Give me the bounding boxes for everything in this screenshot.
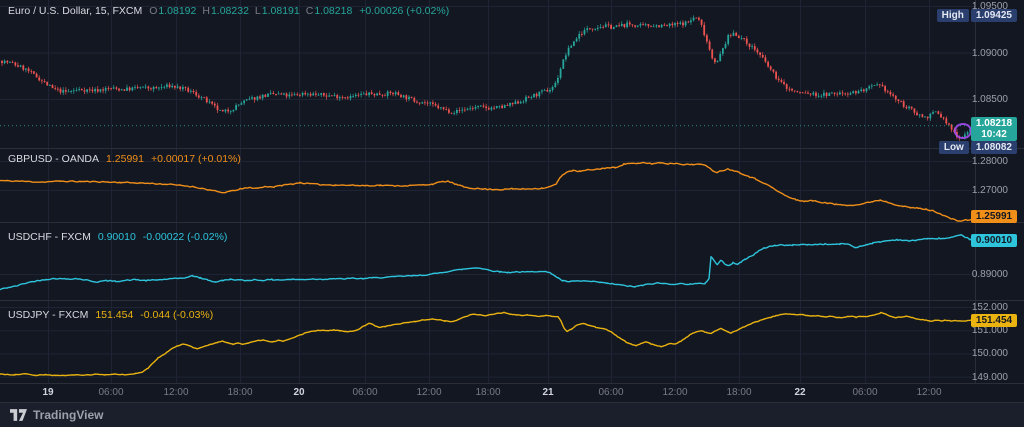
- time-axis-label: 12:00: [416, 387, 442, 398]
- chart-canvas[interactable]: [0, 0, 1024, 403]
- time-axis-label: 06:00: [852, 387, 878, 398]
- change-value: +0.00017 (+0.01%): [150, 153, 241, 165]
- price-axis-label: 1.28000: [971, 156, 1008, 167]
- time-axis-label: 06:00: [352, 387, 378, 398]
- price-axis-label: 1.08500: [971, 94, 1008, 105]
- price-axis-label: 1.09500: [971, 1, 1008, 12]
- time-axis-label: 06:00: [598, 387, 624, 398]
- time-axis-label: 20: [293, 387, 305, 398]
- time-axis-label: 12:00: [662, 387, 688, 398]
- time-axis[interactable]: 19 06:00 12:00 18:00 20 06:00 12:00 18:00 21 06:0…: [0, 383, 1024, 402]
- price-axis-label: 0.89000: [971, 269, 1008, 280]
- price-axis-label: 150.000: [971, 348, 1008, 360]
- time-axis-label: 18:00: [475, 387, 501, 398]
- time-axis-label: 18:00: [726, 387, 752, 398]
- price-axis-label: 151.000: [971, 325, 1008, 337]
- symbol-title[interactable]: USDJPY - FXCM: [8, 309, 89, 321]
- legend-usdchf: USDCHF - FXCM 0.90010 -0.00022 (-0.02%): [8, 231, 227, 243]
- close-value: 1.08218: [314, 5, 353, 17]
- price-axis[interactable]: 1.09500 1.09000 1.08500 1.28000 1.27000 0.890…: [971, 0, 1024, 383]
- price-axis-label: 1.27000: [971, 185, 1008, 196]
- legend-usdjpy: USDJPY - FXCM 151.454 -0.044 (-0.03%): [8, 309, 213, 321]
- change-value: -0.044 (-0.03%): [140, 309, 214, 321]
- last-price: 1.08218: [975, 118, 1013, 129]
- low-label: Low: [938, 141, 969, 154]
- time-axis-label: 21: [542, 387, 554, 398]
- tradingview-logo-icon[interactable]: [10, 409, 27, 421]
- time-axis-label: 12:00: [163, 387, 189, 398]
- open-value: 1.08192: [158, 5, 197, 17]
- legend-eurusd: Euro / U.S. Dollar, 15, FXCM O1.08192 H1…: [8, 5, 449, 17]
- last-value: 151.454: [95, 309, 134, 321]
- symbol-title[interactable]: USDCHF - FXCM: [8, 231, 91, 243]
- brand-text[interactable]: TradingView: [33, 408, 104, 422]
- low-badge: Low 1.08082: [938, 141, 1017, 154]
- symbol-title[interactable]: Euro / U.S. Dollar, 15, FXCM: [8, 5, 143, 17]
- last-price-badge: 1.08218 10:42: [971, 117, 1017, 141]
- symbol-title[interactable]: GBPUSD - OANDA: [8, 153, 100, 165]
- price-axis-label: 1.09000: [971, 47, 1008, 59]
- low-value: 1.08191: [261, 5, 300, 17]
- high-badge: High 1.09425: [936, 9, 1017, 22]
- bottom-toolbar: TradingView: [0, 402, 1024, 427]
- last-value: 1.25991: [106, 153, 144, 165]
- legend-gbpusd: GBPUSD - OANDA 1.25991 +0.00017 (+0.01%): [8, 153, 241, 165]
- low-price: 1.08082: [970, 141, 1017, 154]
- price-axis-label: 149.000: [971, 371, 1008, 383]
- change-value: -0.00022 (-0.02%): [142, 231, 228, 243]
- high-label: High: [936, 9, 969, 22]
- last-value: 0.90010: [97, 231, 136, 243]
- ohlc-values: O1.08192 H1.08232 L1.08191 C1.08218: [149, 5, 353, 17]
- time-axis-label: 22: [794, 387, 806, 398]
- time-axis-label: 12:00: [916, 387, 942, 398]
- gbpusd-price-badge: 1.25991: [971, 210, 1017, 223]
- time-axis-label: 06:00: [98, 387, 124, 398]
- high-price: 1.09425: [970, 9, 1017, 22]
- usdchf-price-badge: 0.90010: [971, 234, 1017, 247]
- usdjpy-price-badge: 151.454: [971, 314, 1017, 327]
- time-axis-label: 18:00: [227, 387, 253, 398]
- price-axis-label: 152.000: [971, 302, 1008, 313]
- time-axis-label: 19: [42, 387, 54, 398]
- bar-countdown: 10:42: [981, 129, 1007, 140]
- high-value: 1.08232: [210, 5, 249, 17]
- change-value: +0.00026 (+0.02%): [359, 5, 450, 17]
